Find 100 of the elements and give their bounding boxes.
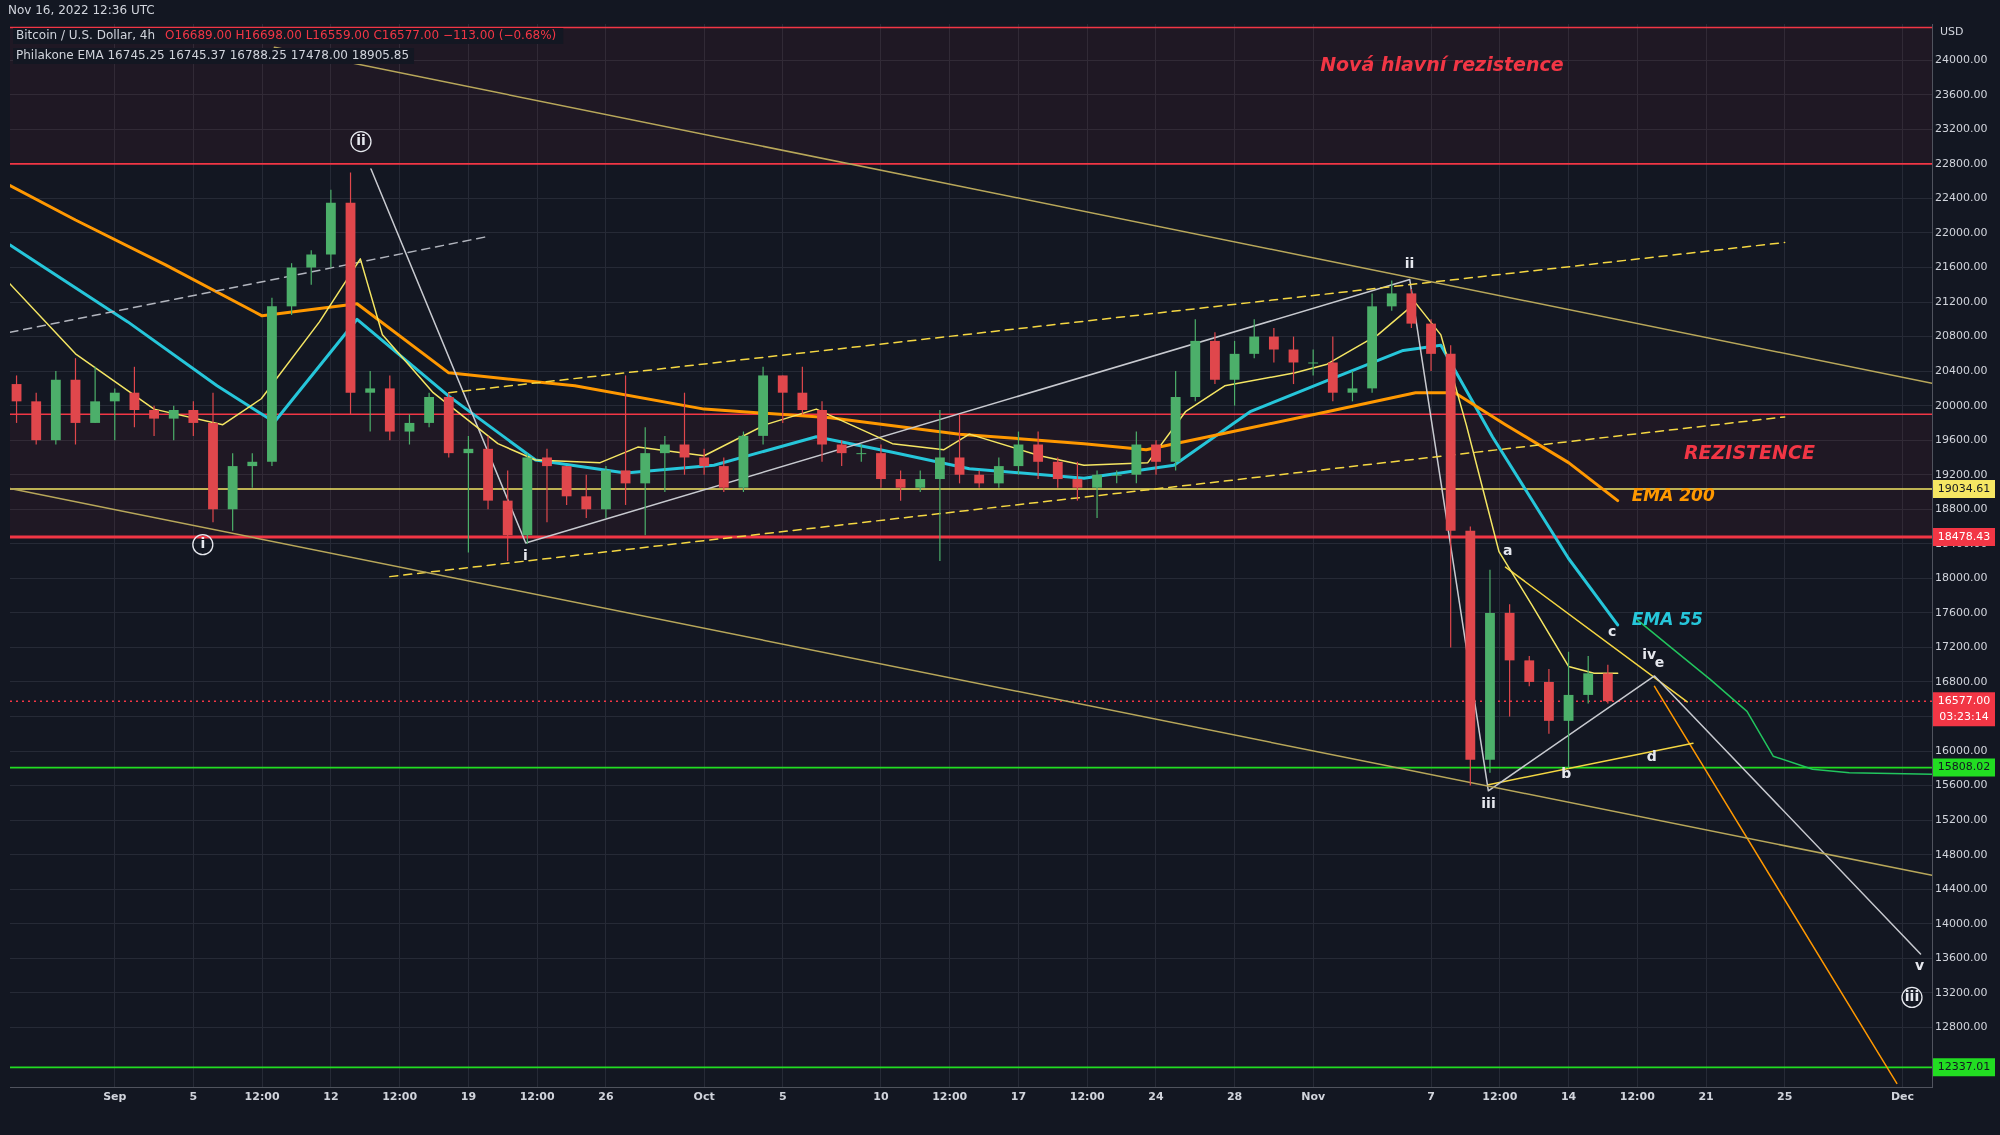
- y-tick-label: 17600.00: [1935, 605, 1988, 619]
- annotation: e: [1654, 653, 1665, 670]
- y-tick-label: 22000.00: [1935, 225, 1988, 239]
- annotation: i: [200, 535, 206, 552]
- x-tick-label: 12:00: [519, 1090, 556, 1104]
- y-tick-label: 13200.00: [1935, 985, 1988, 999]
- candlestick: [404, 413, 415, 446]
- candlestick: [895, 469, 906, 502]
- x-tick-label: 12:00: [932, 1090, 968, 1104]
- candlestick: [306, 249, 317, 286]
- series-label: EMA 200: [1631, 485, 1715, 506]
- x-tick-label: 24: [1148, 1090, 1164, 1104]
- annotation: iii: [1904, 988, 1920, 1005]
- x-tick-label: 10: [873, 1090, 889, 1104]
- y-tick-label: 20400.00: [1935, 363, 1988, 377]
- annotation: i: [523, 546, 528, 563]
- annotation: iii: [1481, 795, 1496, 812]
- y-tick-label: 12800.00: [1935, 1020, 1988, 1034]
- y-tick-label: 21200.00: [1935, 294, 1988, 308]
- candlestick: [1583, 655, 1594, 705]
- y-tick-label: 16800.00: [1935, 674, 1988, 688]
- chart-title: Bitcoin / U.S. Dollar, 4h: [16, 28, 156, 43]
- x-tick-label: 26: [598, 1090, 614, 1104]
- candlestick: [149, 405, 159, 437]
- x-tick-label: 5: [778, 1090, 787, 1104]
- y-tick-label: 19600.00: [1935, 433, 1988, 447]
- candlestick: [1151, 439, 1161, 476]
- ref-line-label: 16577.00 03:23:14: [1937, 694, 1991, 724]
- candlestick: [777, 374, 788, 424]
- x-tick-label: 19: [460, 1090, 477, 1104]
- y-tick-label: 15200.00: [1935, 812, 1988, 826]
- candlestick: [915, 469, 926, 493]
- text: Nov 16, 2022 12:36 UTC: [8, 3, 155, 18]
- candlestick: [954, 413, 965, 484]
- candlestick: [11, 374, 22, 424]
- x-tick-label: Nov: [1301, 1090, 1326, 1104]
- y-tick-label: 14400.00: [1935, 882, 1988, 896]
- y-tick-label: 14000.00: [1935, 916, 1988, 930]
- candlestick: [1386, 279, 1397, 312]
- candlestick: [659, 435, 670, 493]
- x-tick-label: Oct: [693, 1090, 715, 1104]
- annotation: Philakone EMA 16745.25 16745.37 16788.25 17478.00 18905.85: [16, 48, 410, 63]
- annotation: v: [1915, 957, 1925, 974]
- chart-subtitle: O16689.00 H16698.00 L16559.00 C16577.00 −113.00 (−0.68%): [165, 28, 557, 43]
- candlestick: [699, 448, 710, 476]
- annotation: c: [1608, 623, 1617, 640]
- x-tick-label: 28: [1226, 1090, 1243, 1104]
- y-tick-label: 18000.00: [1935, 571, 1988, 585]
- y-tick-label: 20000.00: [1935, 398, 1988, 412]
- x-tick-label: 12:00: [1619, 1090, 1656, 1104]
- x-tick-label: 21: [1698, 1090, 1714, 1104]
- x-tick-label: 5: [189, 1090, 198, 1104]
- x-tick-label: 7: [1427, 1090, 1435, 1104]
- x-tick-label: 12:00: [1482, 1090, 1518, 1104]
- ref-line-label: 15808.02: [1937, 760, 1991, 774]
- x-tick-label: 12:00: [382, 1090, 418, 1104]
- candlestick: [1033, 430, 1044, 480]
- candlestick: [168, 405, 179, 441]
- candlestick: [365, 370, 376, 433]
- annotation: ii: [1404, 254, 1415, 271]
- x-tick-label: 12:00: [1069, 1090, 1106, 1104]
- y-tick-label: 17200.00: [1935, 640, 1988, 654]
- candlestick: [463, 435, 474, 554]
- candlestick: [1072, 461, 1083, 502]
- series-label: EMA 55: [1631, 609, 1703, 630]
- y-tick-label: 22400.00: [1935, 191, 1988, 205]
- annotation: b: [1561, 764, 1572, 781]
- candlestick: [247, 452, 258, 489]
- candlestick: [836, 439, 847, 467]
- candlestick: [109, 387, 120, 441]
- ref-line-label: 19034.61: [1937, 481, 1991, 495]
- candlestick: [797, 366, 808, 415]
- annotation: ii: [356, 132, 366, 149]
- candlestick: [129, 366, 140, 428]
- y-tick-label: 24000.00: [1935, 53, 1988, 67]
- y-tick-label: 21600.00: [1935, 260, 1988, 274]
- band-label: REZISTENCE: [1683, 440, 1815, 463]
- annotation: d: [1646, 748, 1657, 765]
- x-tick-label: 17: [1010, 1090, 1027, 1104]
- y-tick-label: 23600.00: [1935, 87, 1988, 101]
- candlestick: [1347, 370, 1358, 402]
- candlestick: [188, 400, 199, 437]
- candlestick: [1052, 456, 1063, 489]
- x-tick-label: 12:00: [244, 1090, 280, 1104]
- y-tick-label: 13600.00: [1935, 951, 1988, 965]
- candlestick: [1249, 318, 1260, 359]
- candlestick: [1268, 327, 1279, 364]
- y-tick-label: 23200.00: [1935, 122, 1988, 136]
- y-tick-label: 20800.00: [1935, 329, 1988, 343]
- candlestick: [581, 474, 592, 519]
- x-tick-label: Dec: [1890, 1090, 1915, 1104]
- y-axis-title: USD: [1940, 24, 1964, 38]
- y-tick-label: 14800.00: [1935, 847, 1988, 861]
- candlestick: [934, 409, 945, 562]
- annotation: a: [1502, 541, 1513, 558]
- x-tick-label: 12: [323, 1090, 339, 1104]
- candlestick: [542, 448, 552, 523]
- y-tick-label: 16000.00: [1935, 743, 1988, 757]
- ref-line-label: 12337.01: [1937, 1060, 1991, 1074]
- y-tick-label: 15600.00: [1935, 778, 1988, 792]
